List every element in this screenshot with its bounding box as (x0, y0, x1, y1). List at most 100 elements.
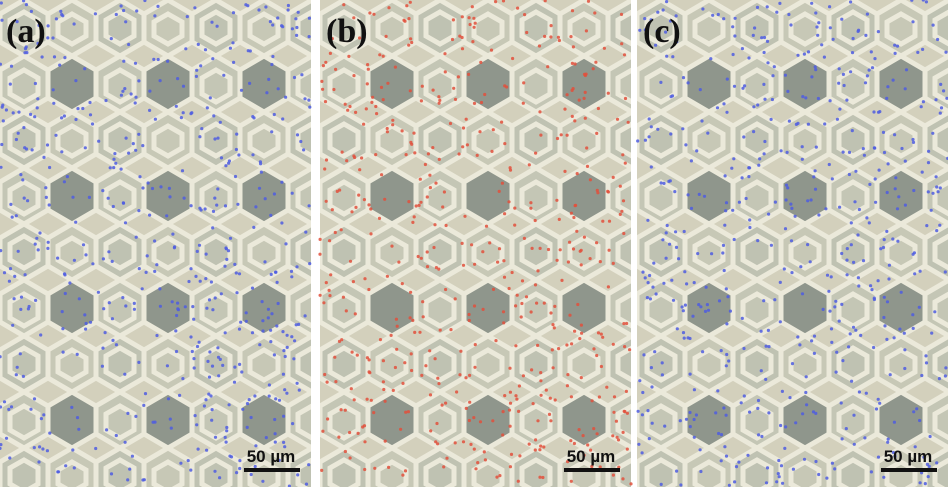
cell-dot (308, 105, 312, 109)
cell-dot (261, 319, 265, 323)
cell-dot (885, 190, 889, 195)
cell-dot (646, 409, 650, 413)
cell-dot (467, 72, 471, 76)
cell-dot (202, 404, 206, 408)
cell-dot (146, 181, 150, 185)
cell-dot (224, 440, 228, 444)
cell-dot (327, 288, 331, 292)
cell-dot (762, 152, 766, 156)
cell-dot (0, 62, 2, 66)
cell-dot (921, 100, 925, 104)
cell-dot (391, 118, 395, 122)
cell-dot (744, 196, 748, 201)
cell-dot (924, 354, 928, 358)
cell-dot (143, 0, 147, 3)
cell-dot (343, 102, 347, 106)
cell-dot (649, 366, 653, 370)
cell-dot (273, 432, 277, 436)
cell-dot (340, 338, 344, 342)
cell-dot (924, 0, 928, 4)
cell-dot (46, 246, 50, 250)
cell-dot (238, 466, 242, 471)
cell-dot (409, 352, 413, 356)
cell-dot (252, 225, 256, 229)
cell-dot (710, 252, 714, 256)
cell-dot (418, 177, 422, 181)
cell-dot (886, 437, 890, 441)
cell-dot (337, 435, 341, 439)
cell-dot (60, 310, 64, 314)
cell-dot (524, 295, 529, 299)
cell-dot (918, 269, 922, 273)
cell-dot (353, 155, 357, 160)
cell-dot (664, 256, 668, 260)
cell-dot (570, 114, 574, 118)
cell-dot (722, 102, 726, 106)
cell-dot (129, 92, 133, 96)
cell-dot (502, 259, 506, 263)
cell-dot (813, 169, 817, 173)
cell-dot (25, 51, 29, 55)
cell-dot (677, 257, 681, 261)
cell-dot (598, 465, 602, 469)
cell-dot (802, 52, 806, 56)
cell-dot (834, 370, 838, 374)
cell-dot (257, 8, 261, 12)
cell-dot (546, 65, 550, 69)
cell-dot (502, 275, 507, 279)
cell-dot (356, 431, 360, 435)
cell-dot (248, 49, 252, 53)
cell-dot (383, 399, 387, 403)
cell-dot (892, 420, 896, 424)
cell-dot (452, 86, 456, 90)
cell-dot (52, 55, 57, 59)
cell-dot (74, 79, 78, 83)
cell-dot (680, 305, 684, 309)
cell-dot (232, 60, 236, 64)
cell-dot (166, 397, 171, 401)
cell-dot (565, 133, 569, 137)
cell-dot (530, 368, 534, 372)
cell-dot (575, 229, 579, 233)
cell-dot (681, 309, 685, 313)
cell-dot (62, 180, 66, 184)
cell-dot (920, 373, 924, 378)
cell-dot (694, 413, 698, 417)
cell-dot (88, 100, 92, 105)
cell-dot (602, 46, 606, 50)
cell-dot (887, 263, 891, 267)
cell-dot (207, 392, 211, 396)
cell-dot (699, 305, 703, 309)
cell-dot (303, 97, 307, 101)
cell-dot (237, 272, 242, 276)
cell-dot (192, 357, 196, 361)
cell-dot (94, 446, 98, 451)
cell-dot (527, 163, 531, 167)
cell-dot (854, 169, 858, 173)
cell-dot (883, 324, 887, 328)
cell-dot (643, 17, 647, 21)
cell-dot (385, 274, 389, 278)
cell-dot (225, 425, 229, 430)
cell-dot (668, 242, 672, 246)
cell-dot (555, 258, 559, 262)
cell-dot (612, 395, 617, 399)
cell-dot (407, 17, 411, 21)
cell-dot (196, 42, 200, 47)
cell-dot (494, 339, 498, 343)
cell-dot (266, 316, 270, 320)
cell-dot (113, 152, 117, 156)
cell-dot (30, 148, 34, 152)
cell-dot (547, 412, 552, 416)
cell-dot (56, 256, 60, 260)
cell-dot (41, 447, 45, 451)
cell-dot (722, 17, 726, 21)
cell-dot (503, 142, 507, 146)
cell-dot (566, 260, 570, 264)
cell-dot (48, 431, 52, 435)
cell-dot (878, 401, 882, 405)
cell-dot (307, 98, 311, 102)
cell-dot (772, 65, 776, 69)
cell-dot (461, 263, 466, 267)
